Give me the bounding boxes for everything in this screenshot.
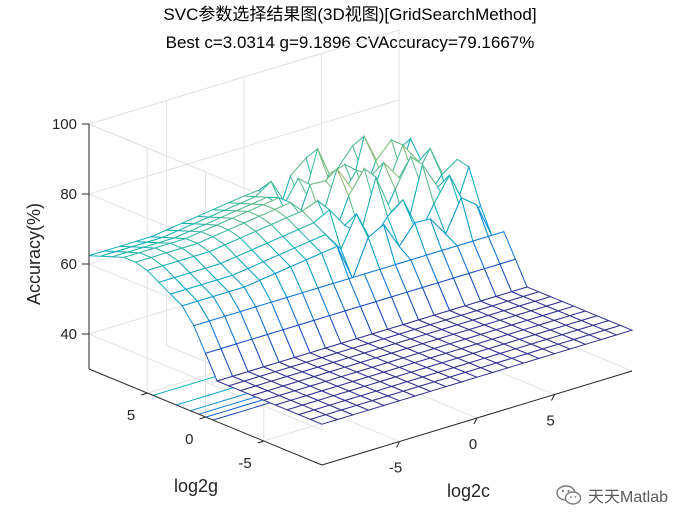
wechat-icon (556, 485, 582, 505)
chart-title: SVC参数选择结果图(3D视图)[GridSearchMethod] (163, 5, 537, 24)
z-tick-label: 60 (60, 256, 77, 273)
y-tick-mark (199, 416, 206, 420)
y-tick-mark (141, 392, 148, 396)
x-tick-label: 5 (546, 413, 554, 430)
x-tick-mark (396, 441, 400, 448)
z-tick-label: 100 (52, 116, 77, 133)
watermark-text: 天天Matlab (588, 489, 669, 506)
x-tick-mark (551, 394, 555, 401)
y-tick-label: 0 (185, 431, 193, 448)
x-tick-label: -5 (389, 460, 402, 477)
y-axis-label: log2g (174, 476, 218, 496)
surface-patch (603, 324, 634, 336)
x-axis-label: log2c (447, 481, 490, 501)
chart-subtitle: Best c=3.0314 g=9.1896 CVAccuracy=79.166… (165, 33, 535, 52)
y-tick-mark (257, 440, 264, 444)
x-tick-label: 0 (469, 436, 477, 453)
x-tick-mark (473, 417, 478, 425)
z-axis-label: Accuracy(%) (24, 203, 44, 305)
y-tick-label: -5 (238, 455, 251, 472)
watermark: 天天Matlab (556, 483, 668, 507)
tick-layer: -5 0 5 -5 0 5 40 60 80 100 (52, 116, 555, 477)
surface-layer (88, 134, 634, 425)
y-tick-label: 5 (127, 407, 135, 424)
z-tick-label: 80 (60, 186, 77, 203)
grid-line (88, 29, 400, 125)
z-tick-label: 40 (60, 326, 77, 343)
